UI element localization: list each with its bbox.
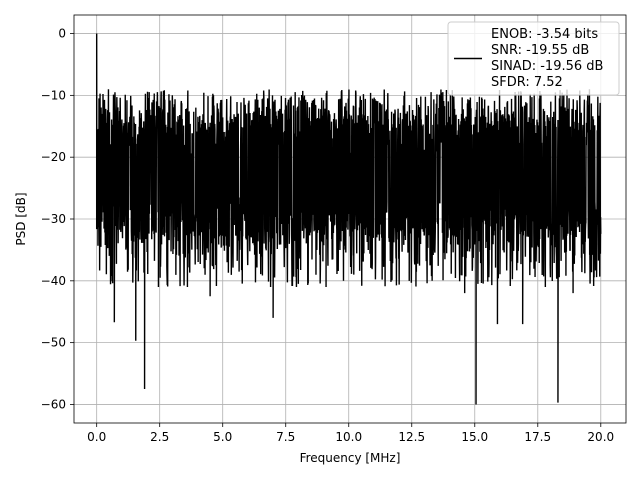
y-tick-label: 0 (58, 27, 66, 41)
legend-entry-sinad: SINAD: -19.56 dB (491, 59, 603, 74)
psd-series-line (95, 33, 602, 405)
series-layer (95, 33, 602, 405)
legend-entry-enob: ENOB: -3.54 bits (491, 27, 598, 42)
plot-area (95, 33, 602, 405)
legend-entry-snr: SNR: -19.55 dB (491, 43, 589, 58)
y-tick-label: −10 (41, 88, 66, 102)
x-tick-label: 0.0 (87, 430, 106, 444)
legend-entry-sfdr: SFDR: 7.52 (491, 75, 563, 90)
legend: ENOB: -3.54 bits SNR: -19.55 dB SINAD: -… (447, 21, 620, 96)
y-axis-label: PSD [dB] (14, 192, 28, 245)
x-tick-label: 2.5 (150, 430, 169, 444)
x-tick-label: 15.0 (461, 430, 488, 444)
y-tick-label: −40 (41, 274, 66, 288)
y-tick-label: −20 (41, 150, 66, 164)
y-tick-label: −60 (41, 397, 66, 411)
x-axis-ticks: 0.0 2.5 5.0 7.5 10.0 12.5 15.0 17.5 20.0 (87, 423, 614, 444)
x-tick-label: 5.0 (213, 430, 232, 444)
x-axis-label: Frequency [MHz] (300, 451, 401, 465)
x-tick-label: 17.5 (524, 430, 551, 444)
y-tick-label: −50 (41, 336, 66, 350)
legend-box (447, 21, 620, 96)
x-tick-label: 7.5 (276, 430, 295, 444)
x-tick-label: 10.0 (335, 430, 362, 444)
x-tick-label: 20.0 (587, 430, 614, 444)
y-axis-ticks: 0 −10 −20 −30 −40 −50 −60 (41, 27, 74, 411)
y-tick-label: −30 (41, 212, 66, 226)
x-tick-label: 12.5 (398, 430, 425, 444)
